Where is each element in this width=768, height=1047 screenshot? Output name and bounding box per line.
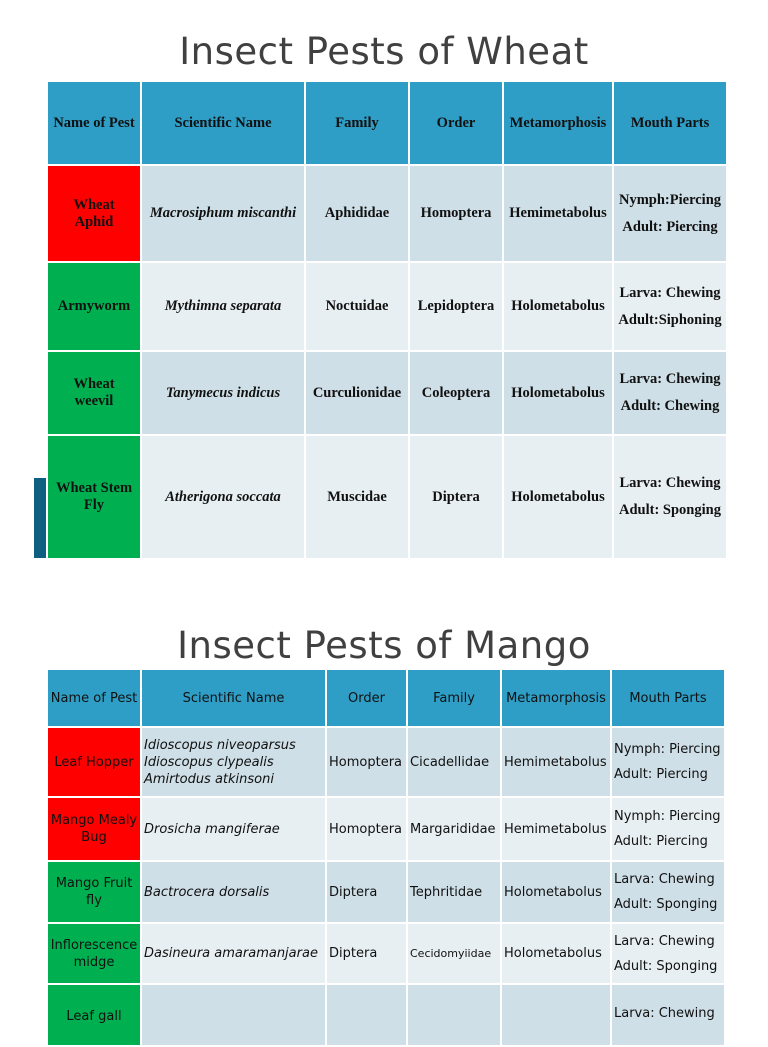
pest-name: Wheat weevil: [48, 352, 140, 434]
mouth-parts: Nymph:Piercing Adult: Piercing: [614, 166, 726, 261]
col-header: Name of Pest: [48, 82, 140, 164]
pest-name: Leaf Hopper: [48, 728, 140, 796]
family: Cecidomyiidae: [408, 924, 500, 983]
family: Muscidae: [306, 436, 408, 558]
col-header: Family: [408, 670, 500, 726]
col-header: Mouth Parts: [614, 82, 726, 164]
metamorphosis: [502, 985, 610, 1045]
pest-name: Mango Mealy Bug: [48, 798, 140, 860]
pest-name: Armyworm: [48, 263, 140, 350]
col-header: Order: [410, 82, 502, 164]
mouth-parts: Larva: Chewing Adult: Chewing: [614, 352, 726, 434]
order: Diptera: [327, 924, 406, 983]
scientific-name: Tanymecus indicus: [142, 352, 304, 434]
metamorphosis: Hemimetabolus: [502, 728, 610, 796]
metamorphosis: Holometabolus: [502, 924, 610, 983]
order: Lepidoptera: [410, 263, 502, 350]
order: Diptera: [327, 862, 406, 922]
mouth-parts: Larva: Chewing: [612, 985, 724, 1045]
order: Coleoptera: [410, 352, 502, 434]
pest-name: Inflorescence midge: [48, 924, 140, 983]
pest-name: Leaf gall: [48, 985, 140, 1045]
wheat-title: Insect Pests of Wheat: [179, 30, 589, 73]
metamorphosis: Hemimetabolus: [502, 798, 610, 860]
mouth-parts: Nymph: Piercing Adult: Piercing: [612, 798, 724, 860]
table-header-row: Name of Pest Scientific Name Order Famil…: [48, 670, 724, 726]
scientific-name: Dasineura amaramanjarae: [142, 924, 325, 983]
table-row: Mango Mealy Bug Drosicha mangiferae Homo…: [48, 798, 724, 860]
family: Cicadellidae: [408, 728, 500, 796]
metamorphosis: Holometabolus: [504, 263, 612, 350]
col-header: Metamorphosis: [502, 670, 610, 726]
pest-name: Mango Fruit fly: [48, 862, 140, 922]
family: Curculionidae: [306, 352, 408, 434]
metamorphosis: Holometabolus: [504, 436, 612, 558]
family: Noctuidae: [306, 263, 408, 350]
mouth-parts: Larva: Chewing Adult: Sponging: [612, 924, 724, 983]
mouth-parts: Larva: Chewing Adult: Sponging: [612, 862, 724, 922]
scientific-name: Bactrocera dorsalis: [142, 862, 325, 922]
mouth-parts: Larva: Chewing Adult:Siphoning: [614, 263, 726, 350]
slide-accent-bar: [34, 478, 46, 558]
order: Diptera: [410, 436, 502, 558]
col-header: Family: [306, 82, 408, 164]
table-row: Leaf Hopper Idioscopus niveoparsus Idiosc…: [48, 728, 724, 796]
col-header: Metamorphosis: [504, 82, 612, 164]
table-row: Wheat weevil Tanymecus indicus Curculion…: [48, 352, 726, 434]
table-row: Mango Fruit fly Bactrocera dorsalis Dipt…: [48, 862, 724, 922]
mouth-parts: Larva: Chewing Adult: Sponging: [614, 436, 726, 558]
col-header: Scientific Name: [142, 670, 325, 726]
order: Homoptera: [327, 798, 406, 860]
pest-name: Wheat Stem Fly: [48, 436, 140, 558]
col-header: Scientific Name: [142, 82, 304, 164]
table-header-row: Name of Pest Scientific Name Family Orde…: [48, 82, 726, 164]
scientific-name: Atherigona soccata: [142, 436, 304, 558]
col-header: Mouth Parts: [612, 670, 724, 726]
col-header: Order: [327, 670, 406, 726]
table-row: Wheat Stem Fly Atherigona soccata Muscid…: [48, 436, 726, 558]
table-row: Armyworm Mythimna separata Noctuidae Lep…: [48, 263, 726, 350]
metamorphosis: Holometabolus: [502, 862, 610, 922]
pest-name: Wheat Aphid: [48, 166, 140, 261]
order: Homoptera: [410, 166, 502, 261]
family: Tephritidae: [408, 862, 500, 922]
family: [408, 985, 500, 1045]
scientific-name: Macrosiphum miscanthi: [142, 166, 304, 261]
col-header: Name of Pest: [48, 670, 140, 726]
scientific-name: [142, 985, 325, 1045]
scientific-name: Idioscopus niveoparsus Idioscopus clypeal…: [142, 728, 325, 796]
scientific-name: Mythimna separata: [142, 263, 304, 350]
metamorphosis: Hemimetabolus: [504, 166, 612, 261]
table-row: Inflorescence midge Dasineura amaramanja…: [48, 924, 724, 983]
metamorphosis: Holometabolus: [504, 352, 612, 434]
family: Margarididae: [408, 798, 500, 860]
table-row: Wheat Aphid Macrosiphum miscanthi Aphidi…: [48, 166, 726, 261]
mango-title: Insect Pests of Mango: [177, 624, 591, 667]
order: Homoptera: [327, 728, 406, 796]
table-row: Leaf gall Larva: Chewing: [48, 985, 724, 1045]
scientific-name: Drosicha mangiferae: [142, 798, 325, 860]
wheat-pest-table: Name of Pest Scientific Name Family Orde…: [46, 80, 728, 560]
family: Aphididae: [306, 166, 408, 261]
mouth-parts: Nymph: Piercing Adult: Piercing: [612, 728, 724, 796]
order: [327, 985, 406, 1045]
mango-pest-table: Name of Pest Scientific Name Order Famil…: [46, 668, 726, 1047]
